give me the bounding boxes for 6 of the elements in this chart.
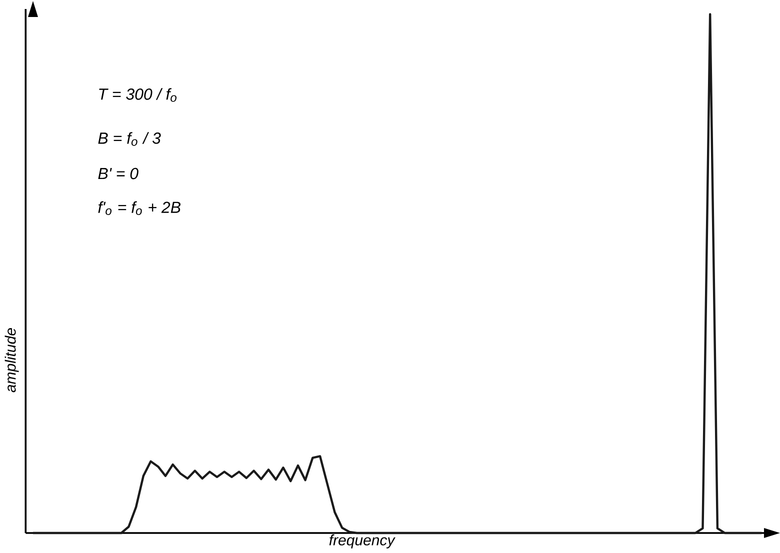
annotation: f'$_{o}$ = f$_{o}$ + 2B [98,201,180,215]
annotation: T = 300 / f$_{o}$ [99,88,176,102]
x-axis-title: frequency [329,534,396,548]
annotation: B = f$_{o}$ / 3 [98,132,161,146]
y-axis-title: amplitude [4,328,19,392]
annotation: B' = 0 [98,168,138,180]
